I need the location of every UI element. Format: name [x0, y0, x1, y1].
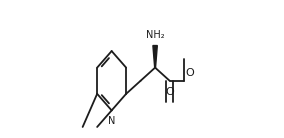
Text: O: O: [185, 68, 194, 78]
Text: N: N: [108, 116, 115, 126]
Text: O: O: [165, 87, 174, 97]
Text: NH₂: NH₂: [146, 30, 165, 40]
Polygon shape: [153, 46, 157, 68]
